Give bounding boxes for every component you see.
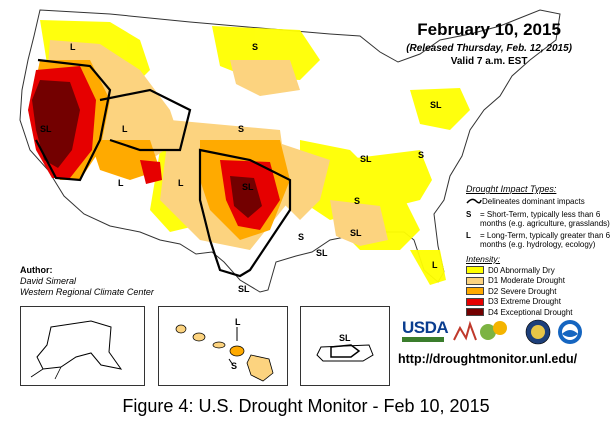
legend-d3: D3 Extreme Drought <box>466 297 611 308</box>
impact-long-row: L = Long-Term, typically greater than 6 … <box>466 231 611 249</box>
label-hi-l: L <box>235 317 241 327</box>
puerto-rico-map: SL <box>316 333 374 362</box>
legend-d1-label: D1 Moderate Drought <box>488 276 565 286</box>
figure-caption: Figure 4: U.S. Drought Monitor - Feb 10,… <box>122 396 490 416</box>
alaska-inset <box>20 306 145 386</box>
d4-regions <box>32 80 262 218</box>
noaa-logo-icon <box>558 320 582 344</box>
impact-legend: Drought Impact Types: Delineates dominan… <box>466 184 611 252</box>
legend-d3-label: D3 Extreme Drought <box>488 297 561 307</box>
label-tx-far: SL <box>238 284 250 294</box>
label-ga: S <box>354 196 360 206</box>
swatch-d0 <box>466 266 484 275</box>
hawaii-inset: L S <box>158 306 288 386</box>
map-valid: Valid 7 a.m. EST <box>450 56 528 67</box>
map-labels: L S SL L L L SL S SL S SL S SL S SL SL L <box>40 42 442 294</box>
author-block: Author: David Simeral Western Regional C… <box>20 265 154 297</box>
impact-short-key: S <box>466 209 472 219</box>
legend-d1: D1 Moderate Drought <box>466 276 611 287</box>
legend-d4: D4 Exceptional Drought <box>466 307 611 318</box>
label-az: L <box>118 178 124 188</box>
author-name: David Simeral <box>20 275 77 286</box>
label-tn: SL <box>360 154 372 164</box>
drought-monitor-url[interactable]: http://droughtmonitor.unl.edu/ <box>398 352 578 366</box>
legend-d2-label: D2 Severe Drought <box>488 286 557 296</box>
agency-logos <box>453 319 582 345</box>
impact-long-text: = Long-Term, typically greater than 6 mo… <box>480 230 611 250</box>
author-org: Western Regional Climate Center <box>20 286 154 297</box>
label-ca: SL <box>40 124 52 134</box>
label-ga2: SL <box>350 228 362 238</box>
nebraska-seal-icon <box>525 319 551 345</box>
swatch-d2 <box>466 287 484 296</box>
impact-short-text: = Short-Term, typically less than 6 mont… <box>480 209 610 228</box>
impact-short-row: S = Short-Term, typically less than 6 mo… <box>466 210 611 228</box>
label-tx: SL <box>242 182 254 192</box>
swatch-d4 <box>466 308 484 317</box>
legend-d4-label: D4 Exceptional Drought <box>488 307 573 317</box>
impact-dominant-row: Delineates dominant impacts <box>466 197 611 206</box>
hawaii-map: L S <box>175 317 274 382</box>
usda-logo-bar <box>402 337 444 342</box>
intensity-legend: Intensity: D0 Abnormally Dry D1 Moderate… <box>466 254 611 318</box>
map-header: February 10, 2015 (Released Thursday, Fe… <box>406 20 572 67</box>
logo-area: USDA <box>398 312 608 352</box>
label-nv: L <box>122 124 128 134</box>
label-tx-s: SL <box>316 248 328 258</box>
impact-dominant-text: Delineates dominant impacts <box>482 197 585 207</box>
impact-lines <box>35 58 292 278</box>
impact-line-icon <box>466 199 482 204</box>
label-va: S <box>418 150 424 160</box>
label-pr: SL <box>339 333 351 343</box>
label-la: S <box>298 232 304 242</box>
author-title: Author: <box>20 265 53 275</box>
puerto-rico-inset: SL <box>300 306 390 386</box>
alaska-map <box>30 320 123 380</box>
label-mt: S <box>252 42 258 52</box>
label-ne: S <box>238 124 244 134</box>
impact-long-key: L <box>466 230 471 240</box>
legend-d0-label: D0 Abnormally Dry <box>488 265 555 275</box>
swatch-d3 <box>466 297 484 306</box>
usda-logo: USDA <box>402 318 449 337</box>
drought-mitigation-logo <box>453 320 507 341</box>
label-nw: L <box>70 42 76 52</box>
impact-title: Drought Impact Types: <box>466 184 557 194</box>
label-ny: SL <box>430 100 442 110</box>
map-date: February 10, 2015 <box>417 20 561 39</box>
map-release: (Released Thursday, Feb. 12, 2015) <box>406 43 572 54</box>
swatch-d1 <box>466 276 484 285</box>
label-nm: L <box>178 178 184 188</box>
label-fl: L <box>432 260 438 270</box>
legend-d0: D0 Abnormally Dry <box>466 265 611 276</box>
intensity-title: Intensity: <box>466 254 501 264</box>
label-hi-s: S <box>231 361 237 371</box>
legend-d2: D2 Severe Drought <box>466 286 611 297</box>
